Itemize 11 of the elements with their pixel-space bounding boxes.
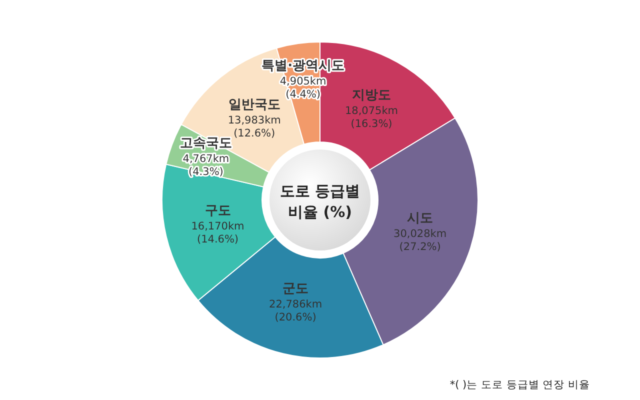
slice-label: 구도 (204, 203, 231, 218)
data-label: 16,170km (14.6%) (191, 220, 244, 246)
slice-label: 지방도 (352, 88, 392, 104)
data-label: 18,075km (16.3%) (344, 105, 398, 130)
text: *( )는 도로 등급별 연장 비율 (450, 379, 590, 391)
slice-label: 일반국도 (228, 98, 280, 113)
slice-label: 군도 (282, 282, 309, 297)
data-label: 30,028km (27.2%) (394, 228, 447, 254)
slice-label: 시도 (407, 211, 434, 226)
text: 도로 등급별 비율 (%) (280, 182, 360, 221)
data-label: 22,786km (20.6%) (269, 298, 322, 324)
